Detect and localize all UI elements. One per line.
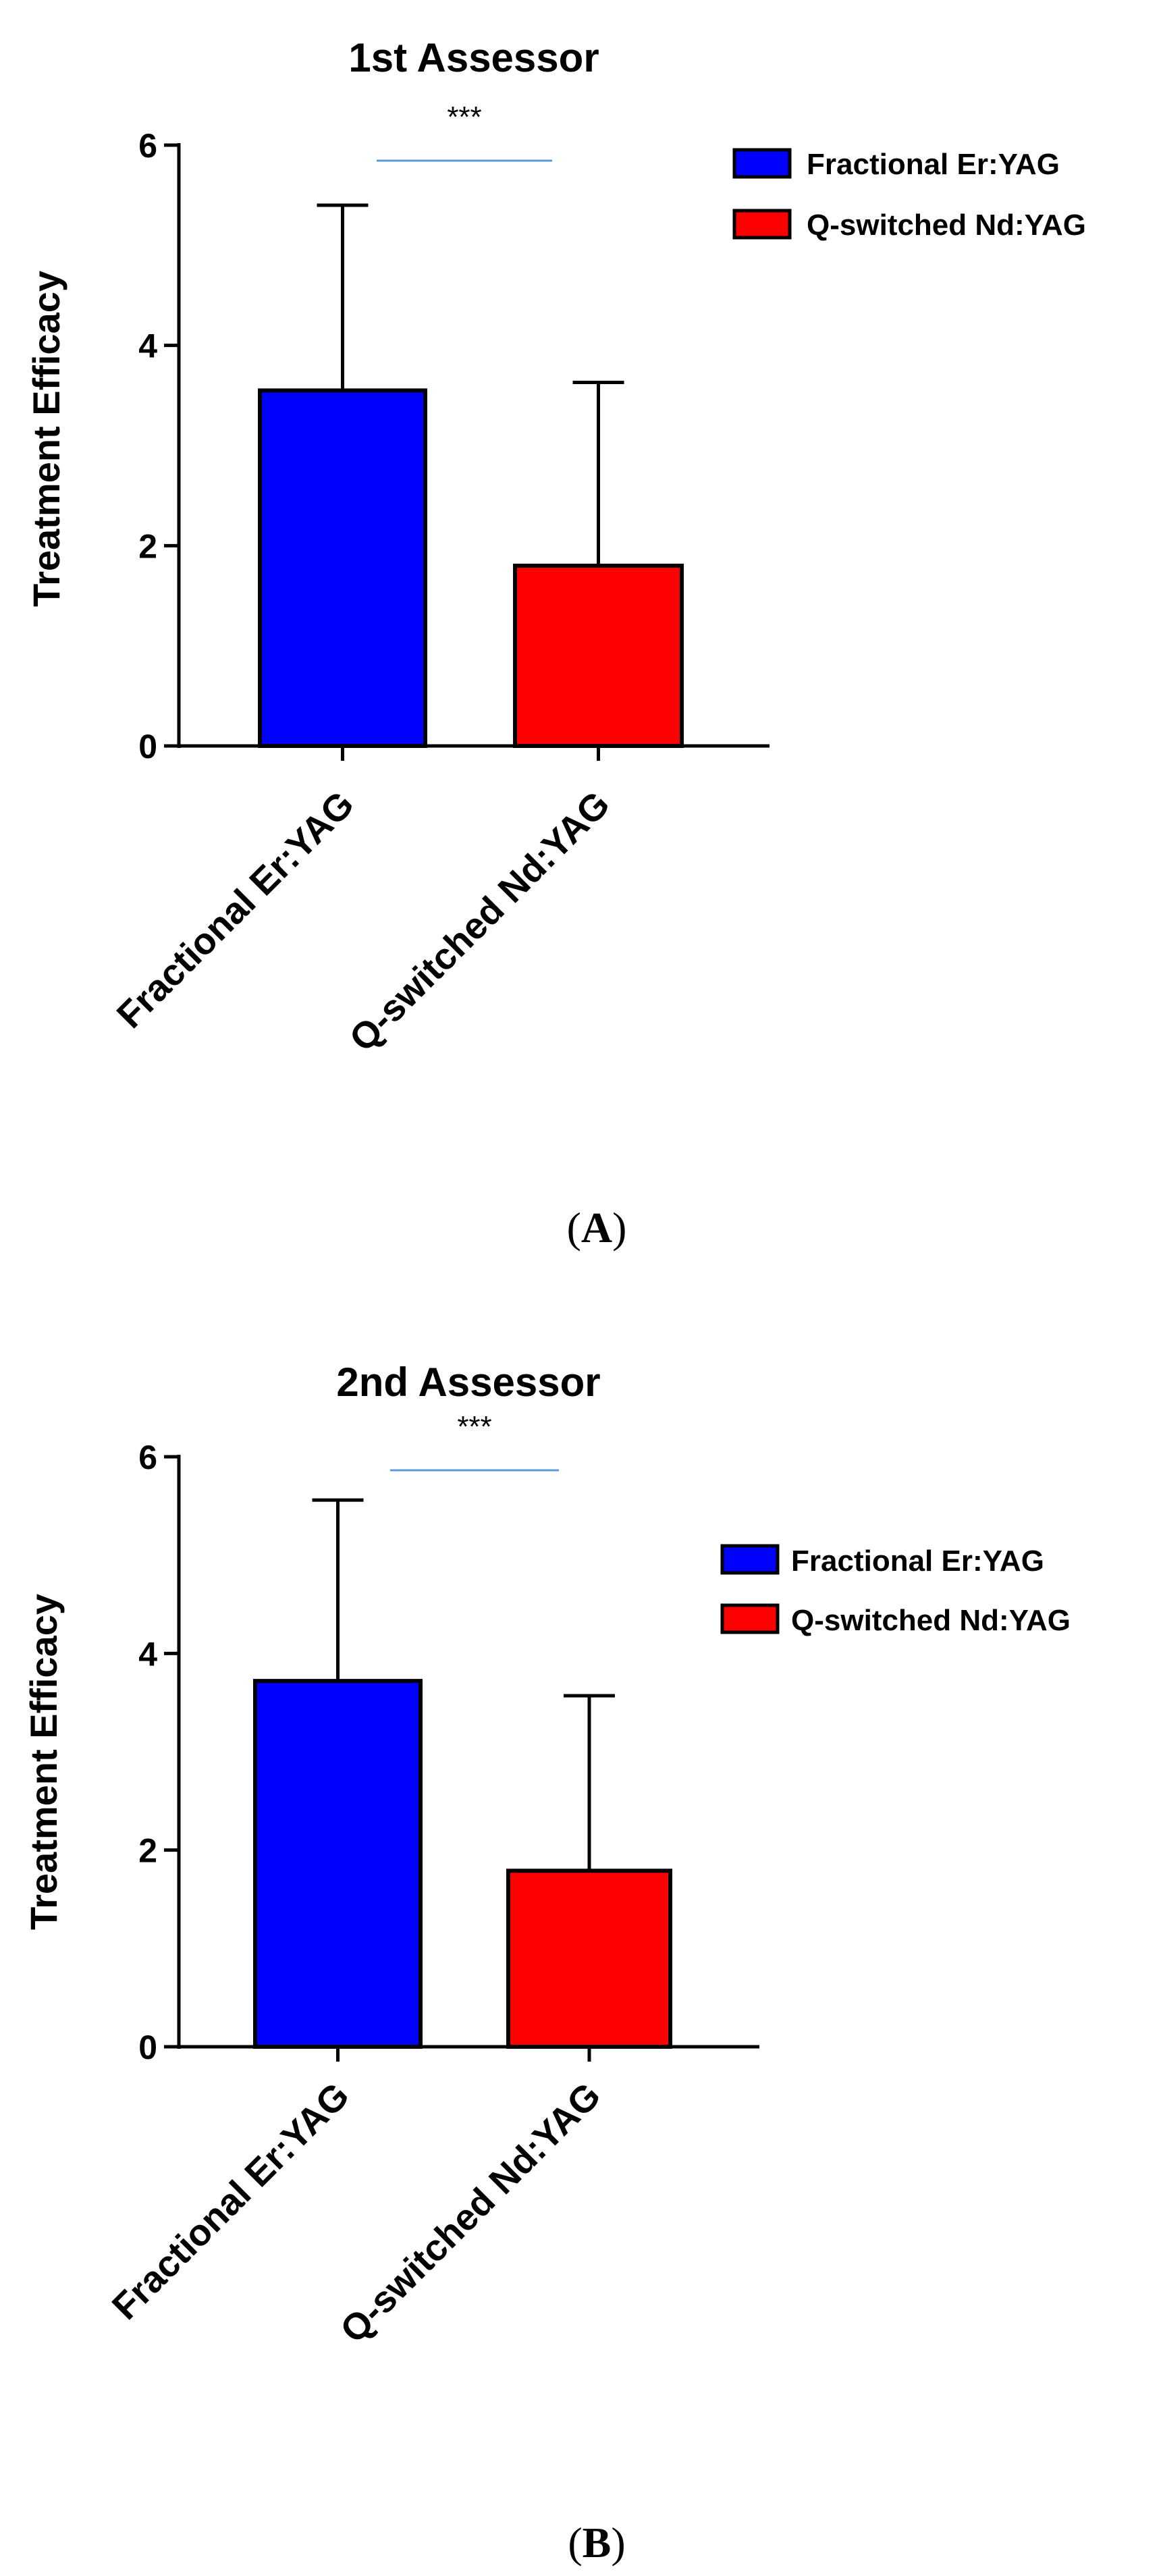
legend-label-fractional: Fractional Er:YAG (791, 1545, 1044, 1578)
y-tick-label: 2 (138, 527, 157, 565)
x-tick-label: Q-switched Nd:YAG (341, 783, 618, 1060)
significance-label: *** (447, 101, 481, 134)
y-tick-label: 6 (138, 1439, 157, 1476)
legend-label-fractional: Fractional Er:YAG (807, 148, 1060, 181)
y-tick-label: 4 (138, 327, 157, 365)
y-tick-label: 6 (138, 127, 157, 165)
bar (506, 1869, 672, 2049)
panel-caption: (A) (567, 1204, 627, 1252)
y-axis-label: Treatment Efficacy (22, 1594, 65, 1930)
legend-swatch-fractional (720, 1544, 780, 1575)
chart-panel-a: 1st Assessor Treatment Efficacy 0 2 4 6 Frac… (25, 35, 1086, 1252)
caption-close-paren: ) (611, 2519, 625, 2567)
y-tick-label: 0 (138, 2029, 157, 2066)
x-tick-label: Fractional Er:YAG (109, 783, 362, 1036)
svg-text:(B): (B) (568, 2519, 625, 2567)
panel-caption: (B) (568, 2519, 625, 2567)
chart-title: 2nd Assessor (336, 1360, 600, 1405)
legend-label-qswitched: Q-switched Nd:YAG (791, 1604, 1071, 1637)
caption-letter: B (583, 2519, 612, 2567)
caption-open-paren: ( (567, 1204, 581, 1252)
caption-close-paren: ) (612, 1204, 626, 1252)
legend-swatch-fractional (732, 148, 792, 179)
legend-label-qswitched: Q-switched Nd:YAG (807, 209, 1086, 242)
bar (258, 388, 427, 748)
y-tick-label: 0 (138, 728, 157, 766)
legend-swatch-qswitched (720, 1603, 780, 1634)
bar (253, 1679, 423, 2049)
legend-item-qswitched: Q-switched Nd:YAG (732, 209, 1086, 242)
significance-label: *** (457, 1410, 491, 1443)
legend-swatch-qswitched (732, 209, 792, 240)
caption-open-paren: ( (568, 2519, 582, 2567)
x-tick-label: Fractional Er:YAG (104, 2074, 357, 2328)
legend-item-fractional: Fractional Er:YAG (732, 148, 1060, 181)
caption-letter: A (581, 1204, 612, 1252)
legend: Fractional Er:YAG Q-switched Nd:YAG (720, 1544, 1071, 1637)
legend-item-fractional: Fractional Er:YAG (720, 1544, 1044, 1578)
x-tick-label: Q-switched Nd:YAG (332, 2074, 609, 2351)
y-axis-label: Treatment Efficacy (25, 271, 68, 607)
chart-title: 1st Assessor (348, 35, 599, 80)
legend-item-qswitched: Q-switched Nd:YAG (720, 1603, 1071, 1637)
y-tick-label: 2 (138, 1832, 157, 1870)
legend: Fractional Er:YAG Q-switched Nd:YAG (732, 148, 1086, 242)
y-tick-label: 4 (138, 1635, 157, 1673)
svg-text:(A): (A) (567, 1204, 627, 1252)
bar (513, 564, 684, 748)
chart-panel-b: 2nd Assessor Treatment Efficacy 0 2 4 6 Frac… (22, 1360, 1071, 2567)
